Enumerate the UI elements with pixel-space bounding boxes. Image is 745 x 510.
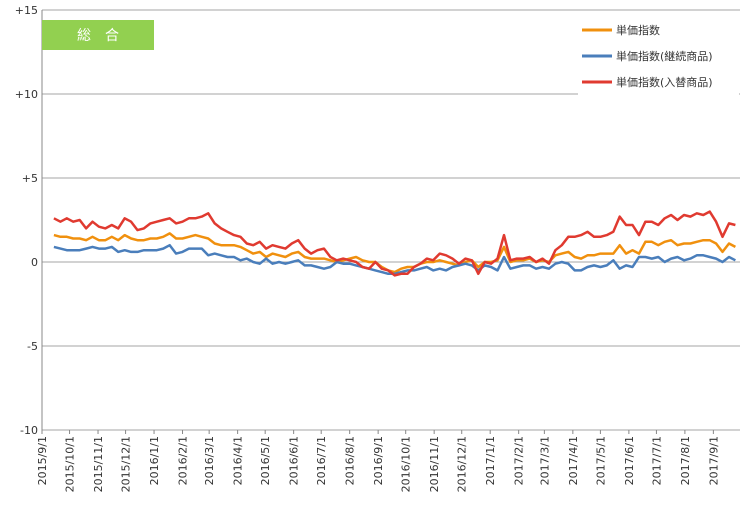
x-tick-label: 2016/1/1	[148, 436, 161, 485]
x-tick-label: 2016/10/1	[400, 436, 413, 492]
x-tick-label: 2016/2/1	[177, 436, 190, 485]
x-tick-label: 2016/11/1	[428, 436, 441, 492]
x-tick-label: 2015/12/1	[120, 436, 133, 492]
x-tick-label: 2017/3/1	[538, 436, 551, 485]
x-tick-label: 2016/6/1	[288, 436, 301, 485]
y-tick-label: +10	[15, 88, 38, 101]
chart-title: 総 合	[77, 28, 119, 44]
x-tick-label: 2015/9/1	[36, 436, 49, 485]
x-tick-label: 2017/8/1	[679, 436, 692, 485]
x-tick-label: 2015/10/1	[64, 436, 77, 492]
x-tick-label: 2016/7/1	[315, 436, 328, 485]
x-tick-label: 2016/4/1	[232, 436, 245, 485]
y-tick-label: +15	[15, 4, 38, 17]
x-tick-label: 2015/11/1	[92, 436, 105, 492]
x-tick-label: 2016/8/1	[344, 436, 357, 485]
x-tick-label: 2017/9/1	[707, 436, 720, 485]
series-line	[53, 243, 736, 276]
y-tick-label: +5	[22, 172, 38, 185]
y-tick-label: 0	[31, 256, 38, 269]
x-tick-label: 2017/1/1	[484, 436, 497, 485]
legend-label: 単価指数(入替商品)	[616, 75, 713, 89]
title-box	[42, 20, 154, 50]
y-tick-label: -10	[20, 424, 38, 437]
y-tick-label: -5	[27, 340, 38, 353]
series-line	[53, 210, 736, 277]
legend-label: 単価指数	[616, 23, 660, 37]
x-tick-label: 2017/2/1	[513, 436, 526, 485]
series-line	[53, 232, 736, 274]
x-tick-label: 2016/9/1	[372, 436, 385, 485]
x-tick-label: 2017/7/1	[650, 436, 663, 485]
x-tick-label: 2016/12/1	[456, 436, 469, 492]
legend-label: 単価指数(継続商品)	[616, 49, 713, 63]
x-tick-label: 2016/3/1	[203, 436, 216, 485]
x-tick-label: 2017/4/1	[567, 436, 580, 485]
x-tick-label: 2017/5/1	[594, 436, 607, 485]
x-tick-label: 2017/6/1	[623, 436, 636, 485]
x-tick-label: 2016/5/1	[259, 436, 272, 485]
